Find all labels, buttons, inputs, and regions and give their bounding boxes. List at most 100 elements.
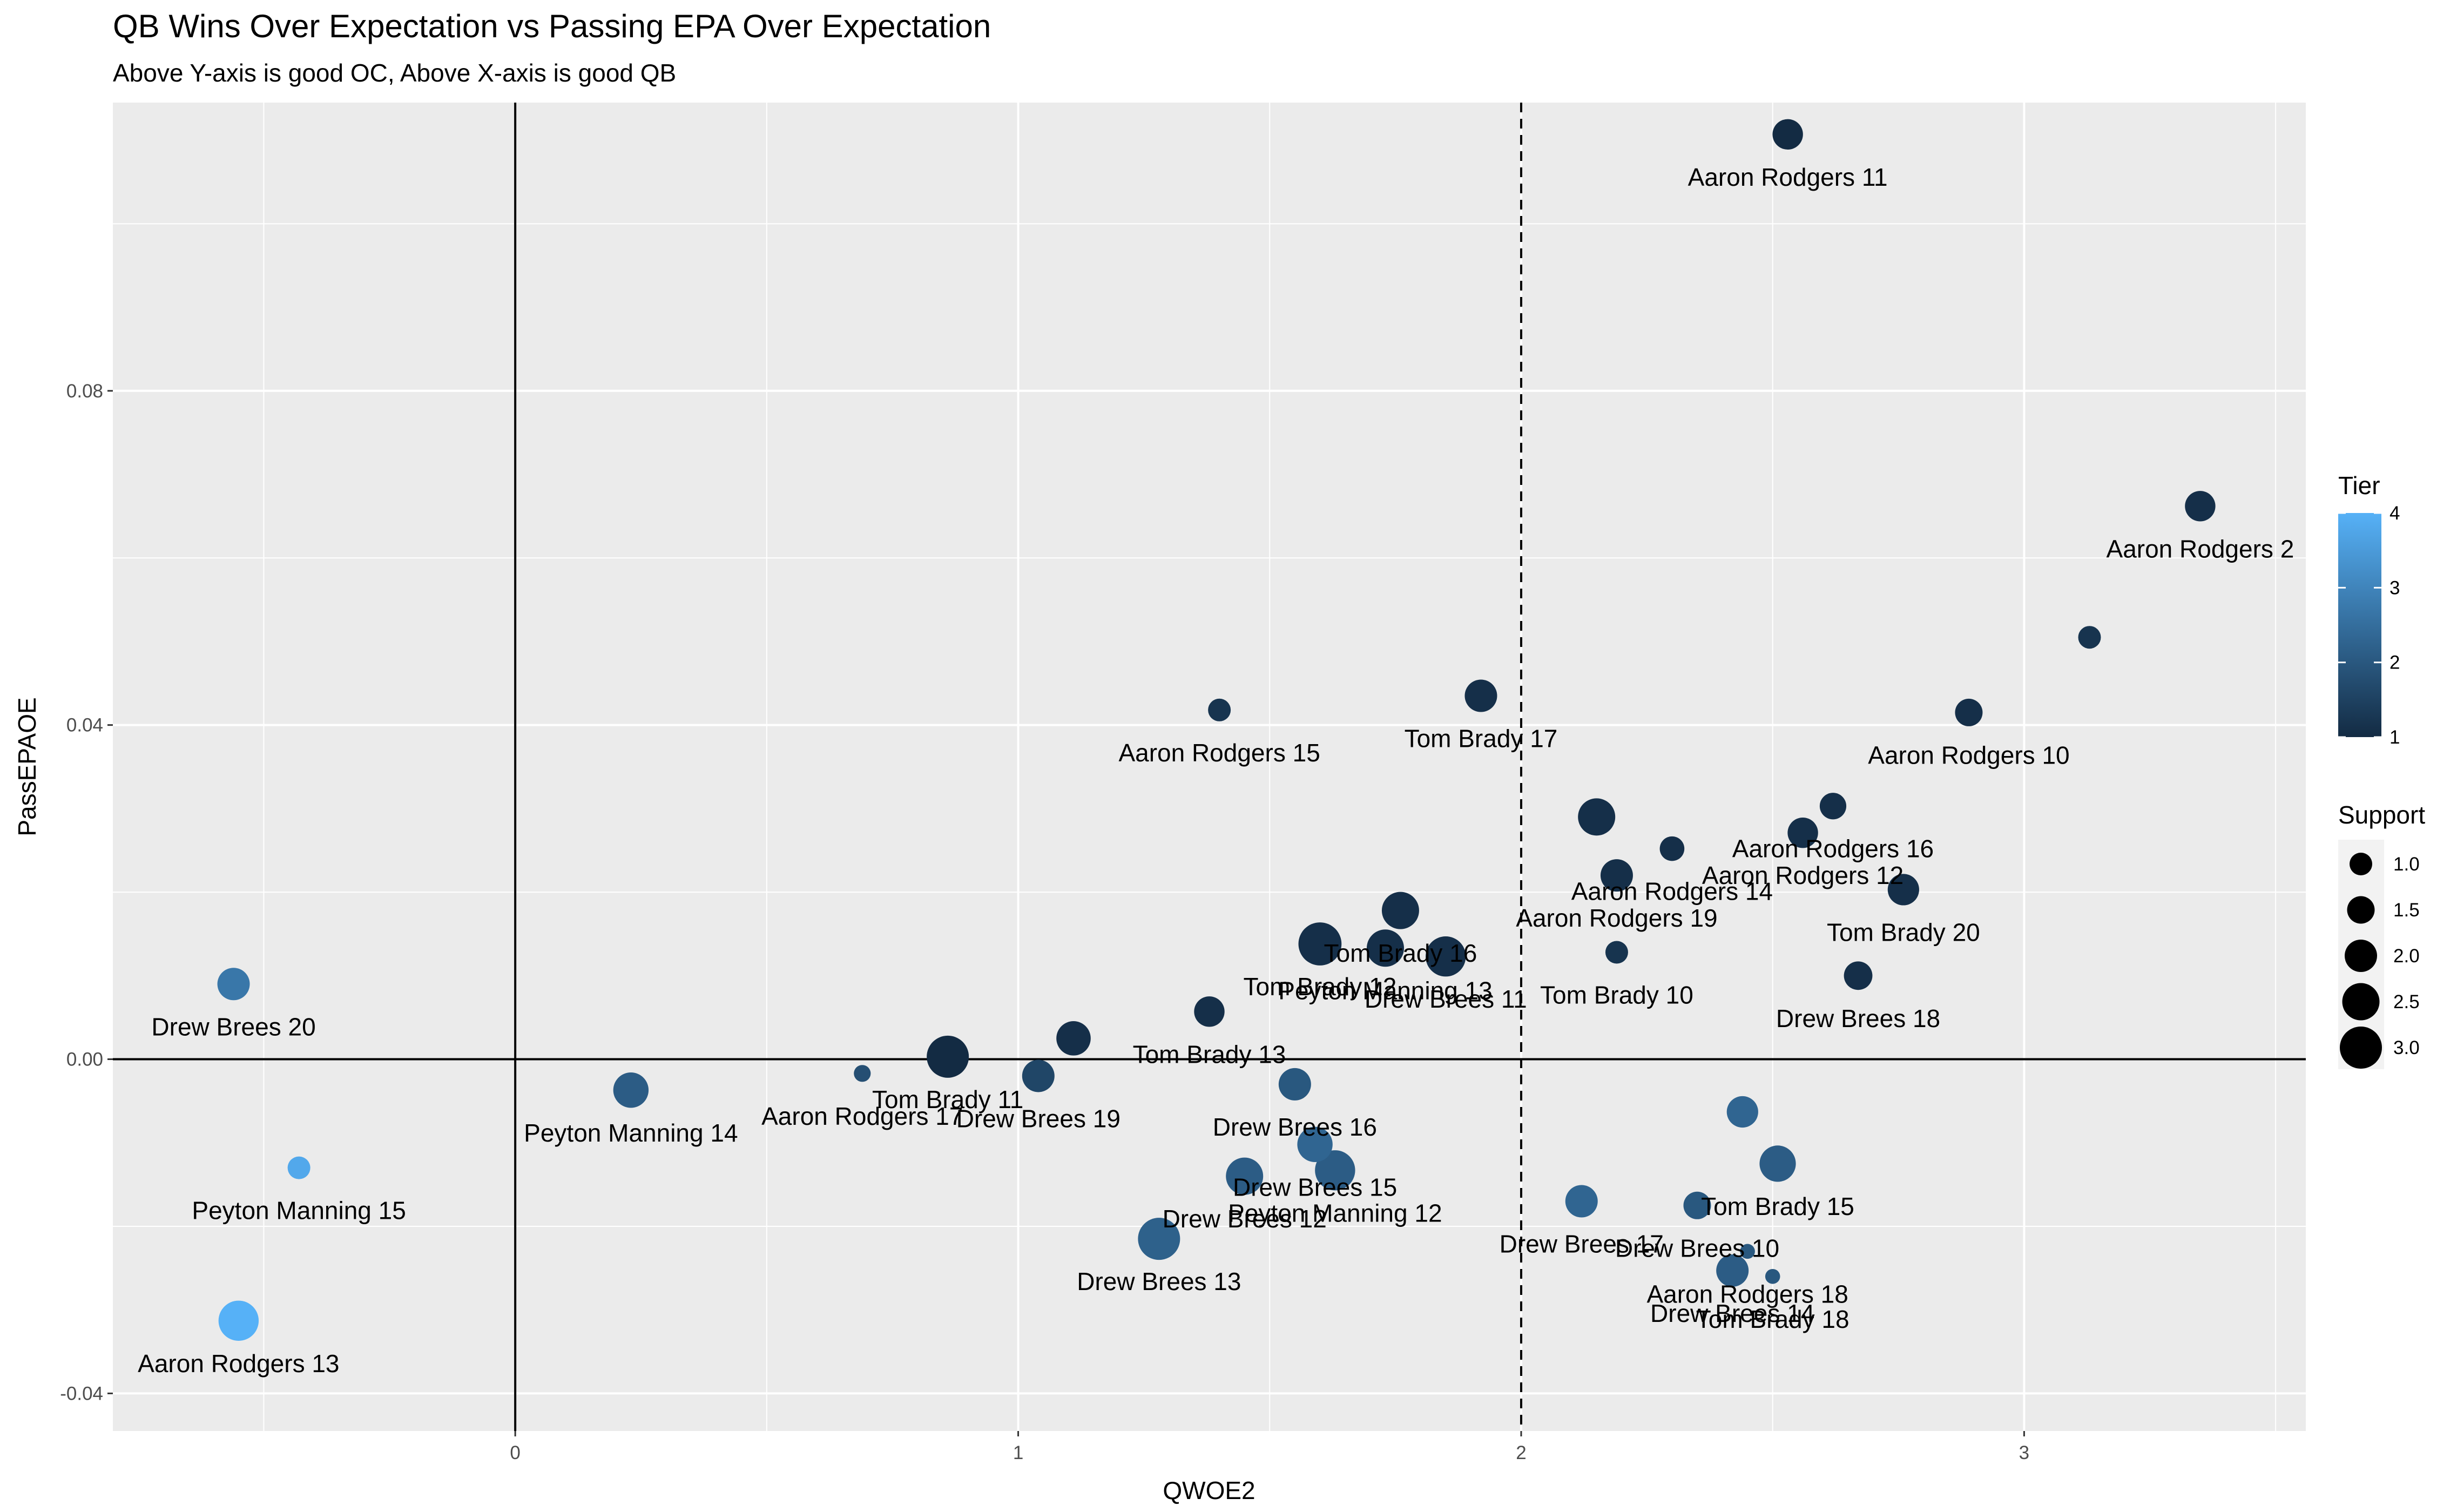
scatter-point	[1844, 961, 1873, 990]
scatter-point	[1955, 698, 1983, 726]
scatter-point	[1819, 793, 1847, 820]
point-label: Drew Brees 15	[1233, 1173, 1397, 1201]
point-label: Aaron Rodgers 11	[1688, 163, 1888, 191]
reference-lines	[113, 103, 2306, 1431]
point-label: Aaron Rodgers 15	[1118, 739, 1320, 767]
point-label: Drew Brees 10	[1615, 1234, 1779, 1262]
point-label: Peyton Manning 14	[524, 1119, 738, 1147]
scatter-point	[1194, 996, 1225, 1027]
scatter-point	[2078, 626, 2101, 649]
data-points	[217, 119, 2216, 1341]
point-label: Drew Brees 17	[1500, 1230, 1664, 1258]
point-label: Tom Brady 16	[1324, 939, 1477, 967]
scatter-point	[1056, 1021, 1091, 1056]
x-tick-label: 1	[1013, 1442, 1023, 1463]
tier-tick-label: 1	[2390, 727, 2400, 748]
scatter-point	[218, 1300, 259, 1341]
scatter-point	[1208, 698, 1231, 721]
scatter-point	[1565, 1185, 1598, 1218]
y-axis: -0.04 0.00 0.04 0.08	[60, 381, 113, 1404]
scatter-point	[1366, 929, 1404, 967]
scatter-point	[1759, 1145, 1796, 1182]
point-label: Drew Brees 12	[1163, 1205, 1327, 1233]
point-label: Drew Brees 19	[956, 1104, 1120, 1132]
chart-title: QB Wins Over Expectation vs Passing EPA …	[113, 8, 991, 44]
point-label: Aaron Rodgers 16	[1732, 835, 1934, 863]
scatter-point	[1578, 798, 1616, 836]
support-legend-label: 1.5	[2393, 900, 2420, 921]
tier-tick-label: 2	[2390, 652, 2400, 673]
support-legend-title: Support	[2338, 801, 2425, 829]
x-axis: 0 1 2 3	[510, 1431, 2029, 1463]
point-label: Peyton Manning 12	[1228, 1199, 1442, 1227]
scatter-point	[613, 1072, 649, 1108]
point-label: Aaron Rodgers 13	[138, 1349, 339, 1378]
point-label: Peyton Manning 15	[192, 1197, 406, 1225]
point-label: Aaron Rodgers 17	[761, 1102, 963, 1130]
y-tick-label: 0.08	[66, 381, 103, 402]
point-label: Drew Brees 18	[1776, 1004, 1940, 1032]
point-label: Drew Brees 11	[1365, 985, 1527, 1013]
scatter-point	[1726, 1096, 1758, 1128]
scatter-point	[1226, 1157, 1264, 1195]
point-label: Drew Brees 20	[151, 1013, 315, 1041]
scatter-point	[1605, 941, 1628, 964]
x-axis-title: QWOE2	[1163, 1476, 1255, 1504]
point-label: Drew Brees 14	[1650, 1299, 1814, 1327]
scatter-point	[854, 1065, 871, 1082]
y-axis-title: PassEPAOE	[13, 697, 41, 836]
support-legend-label: 2.5	[2393, 991, 2420, 1013]
scatter-point	[1659, 836, 1685, 861]
point-label: Tom Brady 10	[1540, 981, 1693, 1009]
scatter-point	[1772, 119, 1803, 150]
scatter-point	[1297, 1126, 1333, 1163]
support-legend-label: 1.0	[2393, 854, 2420, 875]
scatter-point	[1740, 1244, 1755, 1259]
point-label: Aaron Rodgers 19	[1516, 904, 1717, 932]
support-legend-dot	[2350, 853, 2372, 875]
scatter-point	[1887, 874, 1919, 906]
y-tick-label: 0.00	[66, 1049, 103, 1070]
point-label: Aaron Rodgers 10	[1868, 741, 2069, 769]
support-legend: Support 1.0 1.5 2.0 2.5 3.0	[2338, 801, 2425, 1069]
x-tick-label: 3	[2019, 1442, 2029, 1463]
point-label: Tom Brady 13	[1133, 1040, 1286, 1068]
tier-legend: Tier 1 2 3 4	[2338, 471, 2400, 748]
x-tick-label: 0	[510, 1442, 520, 1463]
scatter-point	[1787, 818, 1818, 848]
point-label: Tom Brady 18	[1696, 1305, 1850, 1333]
point-label: Peyton Manning 13	[1278, 977, 1492, 1005]
scatter-point	[1600, 859, 1633, 892]
chart-subtitle: Above Y-axis is good OC, Above X-axis is…	[113, 59, 677, 87]
point-label: Tom Brady 17	[1405, 724, 1558, 752]
tier-legend-title: Tier	[2338, 471, 2380, 500]
point-label: Drew Brees 16	[1213, 1113, 1377, 1141]
scatter-point	[1278, 1068, 1311, 1101]
scatter-point	[1315, 1150, 1355, 1191]
point-label: Tom Brady 15	[1701, 1192, 1854, 1220]
support-legend-dot	[2345, 940, 2377, 972]
scatter-point	[2185, 491, 2216, 522]
support-legend-dot	[2342, 983, 2380, 1021]
scatter-point	[1022, 1059, 1055, 1092]
point-label: Tom Brady 20	[1827, 918, 1980, 946]
scatter-point	[1464, 679, 1497, 712]
x-tick-label: 2	[1516, 1442, 1526, 1463]
scatter-point	[217, 968, 250, 1001]
scatter-point	[1683, 1191, 1711, 1219]
scatter-point	[1298, 922, 1342, 966]
scatter-point	[287, 1156, 310, 1179]
scatter-point	[1381, 892, 1419, 929]
point-label: Aaron Rodgers 12	[1702, 861, 1904, 889]
point-labels: Aaron Rodgers 11 Aaron Rodgers 2 Aaron Rod…	[138, 163, 2294, 1378]
support-legend-label: 3.0	[2393, 1037, 2420, 1058]
y-tick-label: -0.04	[60, 1383, 103, 1404]
plot-panel	[113, 103, 2306, 1431]
point-label: Tom Brady 11	[872, 1085, 1023, 1113]
support-legend-dot	[2340, 1027, 2382, 1069]
tier-colorbar	[2338, 513, 2381, 737]
point-label: Drew Brees 13	[1077, 1267, 1241, 1295]
point-label: Tom Brady 12	[1244, 973, 1397, 1001]
scatter-point	[1426, 936, 1466, 977]
